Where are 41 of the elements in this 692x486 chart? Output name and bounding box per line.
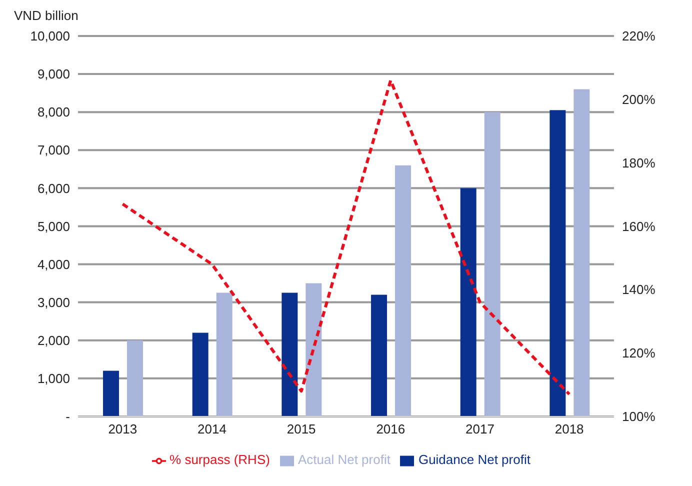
bar (103, 370, 120, 416)
y-tick-label: 3,000 (37, 294, 70, 310)
y-tick-label: 6,000 (37, 180, 70, 196)
bar (395, 165, 412, 416)
y-tick-label: 4,000 (37, 256, 70, 272)
y-tick-label: 1,000 (37, 371, 70, 386)
x-tick-label: 2018 (554, 422, 584, 437)
y2-tick-label: 180% (622, 155, 656, 170)
y2-tick-label: 200% (622, 92, 656, 108)
x-tick-label: 2016 (376, 422, 406, 437)
bar (574, 89, 590, 416)
y-tick-label: 8,000 (37, 104, 70, 120)
y2-tick-label: 140% (622, 282, 656, 298)
bar (127, 340, 144, 416)
x-tick-label: 2013 (108, 422, 138, 437)
y-tick-label: - (66, 409, 70, 424)
y-tick-label: 2,000 (37, 332, 70, 348)
bar (216, 292, 232, 416)
line-series (121, 78, 571, 396)
y-tick-label: 9,000 (37, 66, 70, 82)
bar (550, 110, 566, 416)
y2-tick-label: 160% (622, 218, 656, 234)
x-tick-label: 2014 (198, 422, 226, 437)
legend-label: Guidance Net profit (418, 452, 530, 468)
x-tick-label: 2017 (466, 422, 494, 437)
y-tick-label: 7,000 (37, 142, 70, 158)
bar (460, 188, 476, 416)
x-tick-label: 2015 (286, 422, 316, 437)
y2-tick-label: 100% (622, 409, 656, 424)
y-tick-label: 10,000 (30, 28, 70, 44)
legend-label: % surpass (RHS) (170, 452, 270, 468)
bar (371, 294, 388, 416)
bar (306, 283, 322, 416)
legend-label: Actual Net profit (298, 452, 390, 468)
y2-tick-label: 120% (622, 346, 656, 361)
bar (282, 292, 298, 416)
bar (192, 332, 208, 416)
y-axis-title: VND billion (14, 8, 78, 23)
y-tick-label: 5,000 (37, 218, 70, 234)
y2-tick-label: 220% (622, 28, 656, 44)
bar (484, 112, 500, 416)
